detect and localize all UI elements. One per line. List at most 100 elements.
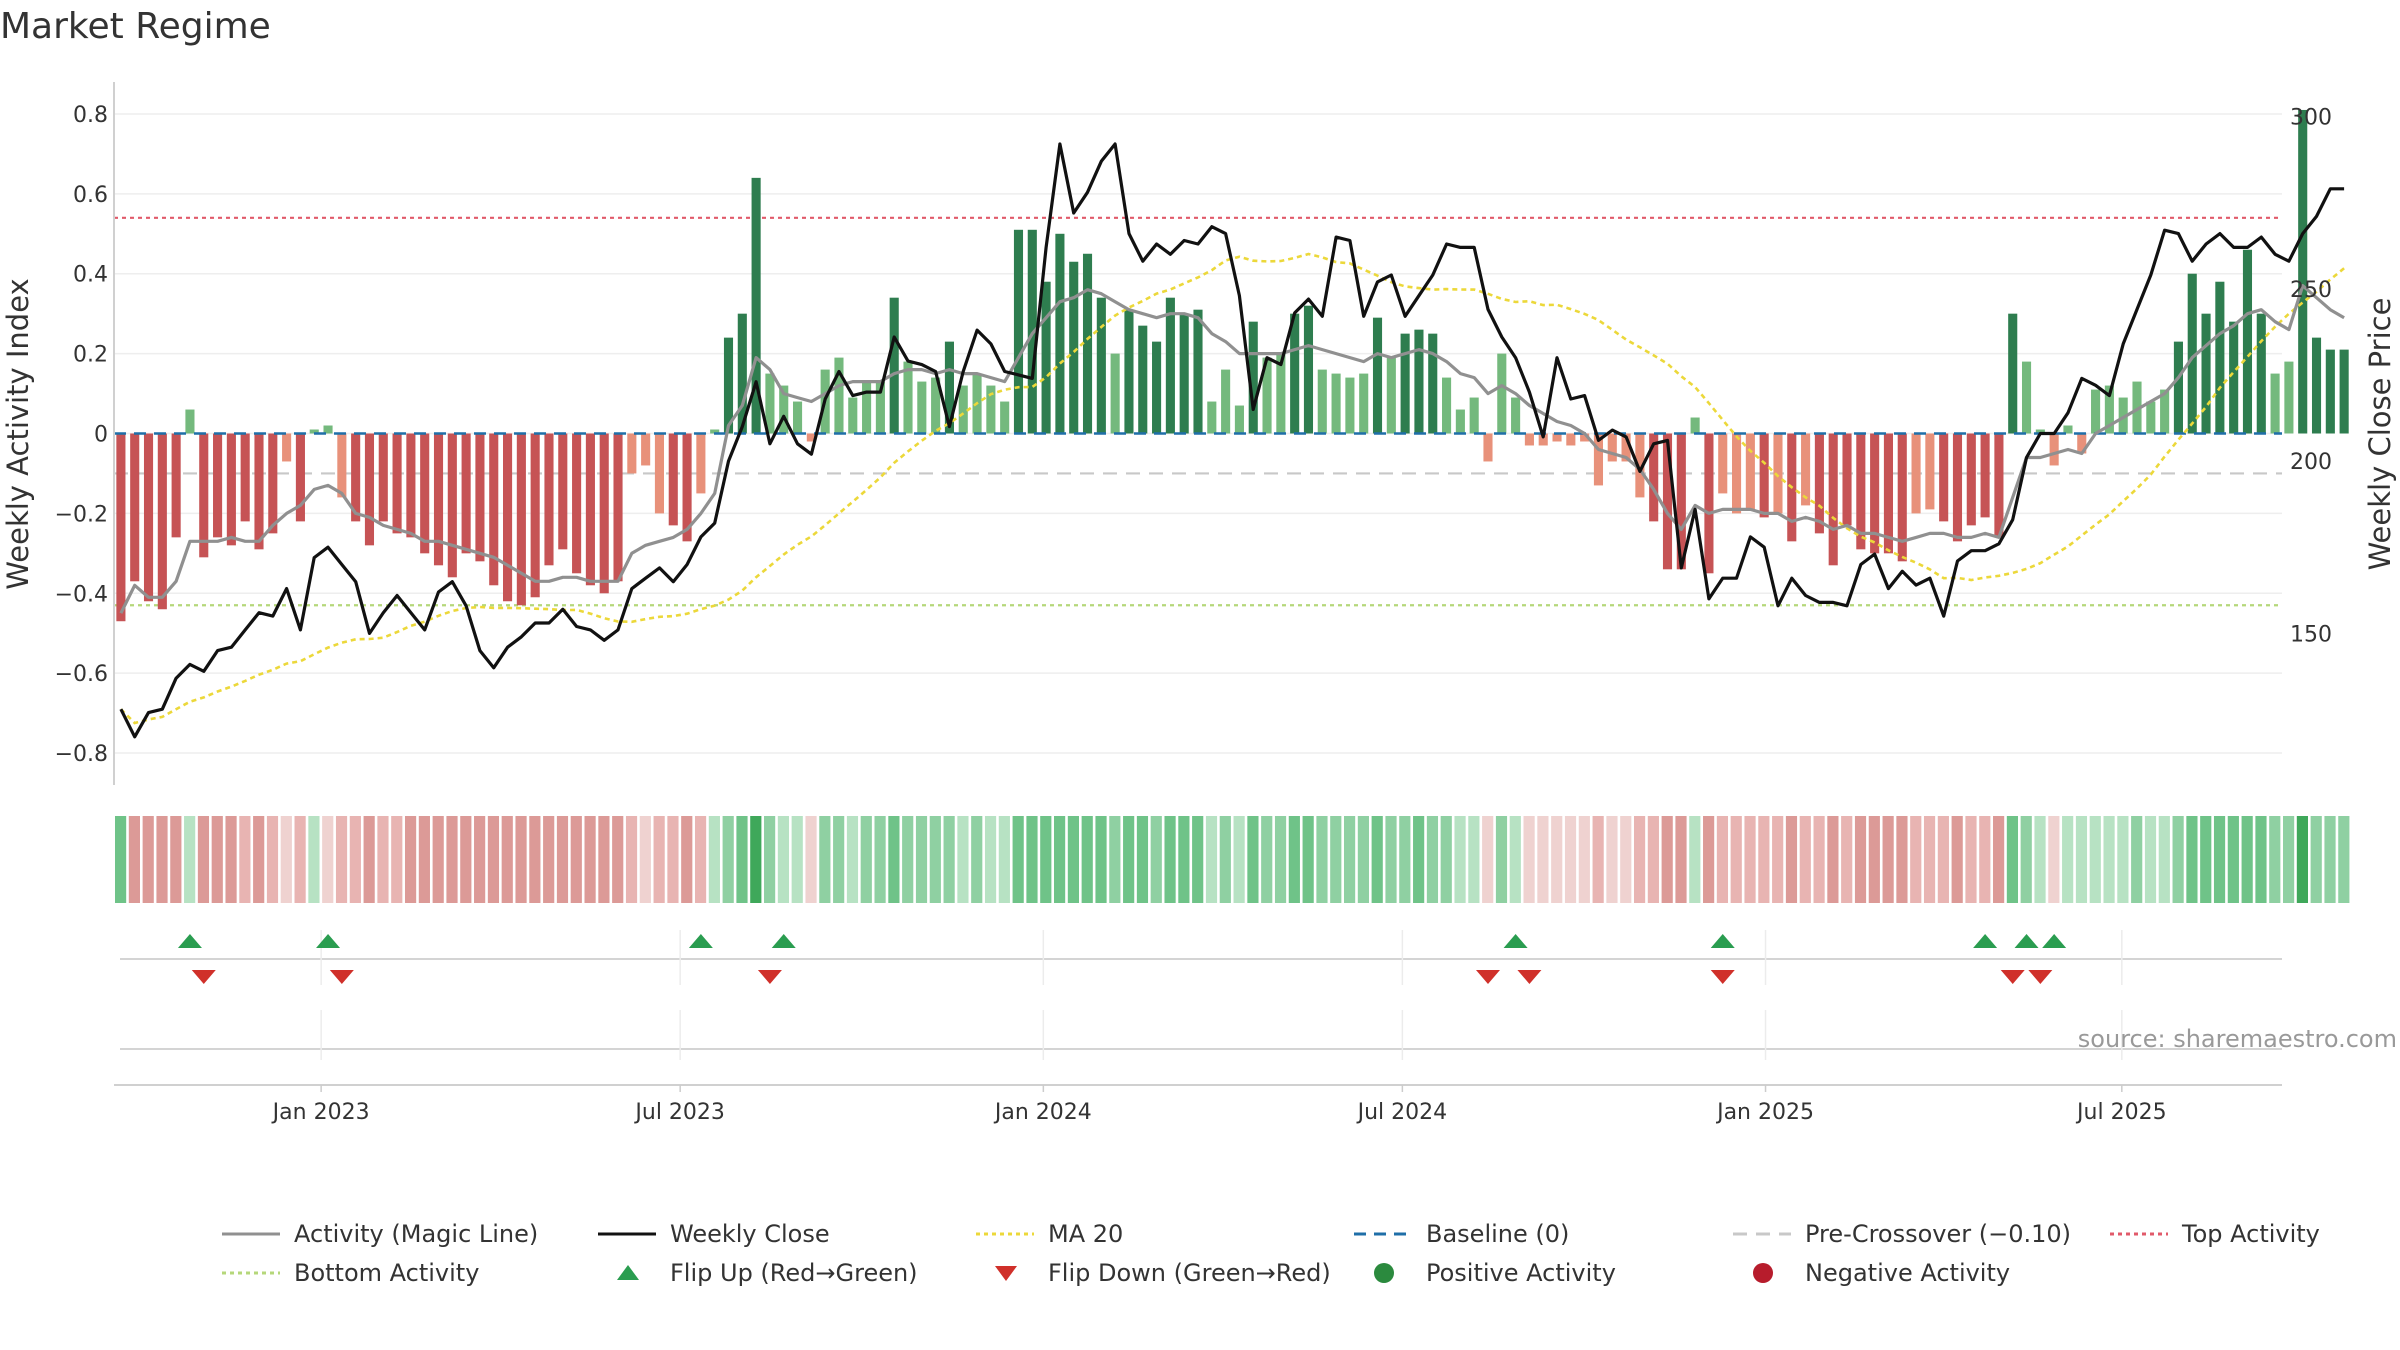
activity-bar <box>378 433 388 522</box>
activity-bar <box>1469 397 1479 434</box>
activity-bar <box>654 433 665 514</box>
regime-cell <box>1564 816 1577 903</box>
flip-down-marker <box>1710 970 1735 984</box>
regime-cell <box>1026 816 1038 903</box>
regime-cell <box>2075 816 2088 903</box>
flip-up-marker <box>1503 934 1528 948</box>
activity-bar <box>862 381 872 434</box>
regime-cell <box>570 816 582 903</box>
regime-cell <box>2241 816 2253 903</box>
regime-cell <box>1868 816 1880 903</box>
regime-cell <box>2034 816 2046 903</box>
regime-cell <box>253 816 265 903</box>
series-lines <box>119 142 2345 739</box>
flip-up-marker <box>1973 934 1998 948</box>
flip-up-marker <box>2042 934 2067 948</box>
regime-cell <box>1841 816 1853 903</box>
reference-lines <box>114 216 2282 607</box>
flip-down-marker <box>1517 970 1542 984</box>
activity-bar <box>2173 341 2183 434</box>
right-tick-label: 150 <box>2290 622 2332 647</box>
activity-bar <box>1069 261 1079 434</box>
regime-cell <box>902 816 914 903</box>
regime-cell <box>322 816 334 903</box>
left-y-ticks: 0.8 0.6 0.4 0.2 0 −0.2 −0.4 −0.6 −0.8 <box>55 103 108 767</box>
regime-cell <box>1178 816 1190 903</box>
regime-cell <box>1413 816 1425 903</box>
regime-cell <box>1316 816 1328 903</box>
activity-bar <box>1704 433 1714 574</box>
regime-cell <box>1758 816 1770 903</box>
regime-cell <box>377 816 389 903</box>
activity-bar <box>1621 433 1631 462</box>
activity-bar <box>1262 357 1272 434</box>
regime-cell <box>1606 816 1618 903</box>
legend-label: Pre-Crossover (−0.10) <box>1805 1220 2071 1248</box>
activity-bar <box>1593 433 1604 486</box>
regime-cell <box>1537 816 1549 903</box>
activity-bar <box>2201 313 2211 434</box>
activity-bar <box>2242 249 2253 434</box>
regime-cell <box>1233 816 1245 903</box>
activity-bar <box>503 433 513 602</box>
regime-cell <box>1482 816 1494 903</box>
regime-cell <box>2213 816 2226 903</box>
activity-bar <box>779 385 789 434</box>
regime-cell <box>708 816 720 903</box>
activity-bar <box>1856 433 1866 550</box>
activity-bar <box>1193 309 1203 434</box>
activity-bar <box>1676 433 1686 570</box>
activity-bar <box>2325 349 2335 434</box>
activity-bar <box>1607 433 1617 462</box>
activity-bar <box>489 433 499 586</box>
activity-bar <box>1276 353 1286 434</box>
activity-bar <box>475 433 485 562</box>
regime-cell <box>639 816 651 903</box>
regime-cell <box>1205 816 1218 903</box>
regime-cell <box>197 816 210 903</box>
regime-cell <box>280 816 292 903</box>
activity-bar <box>1096 297 1106 434</box>
right-y-ticks: 300 250 200 150 <box>2290 105 2332 647</box>
activity-bar <box>406 433 416 538</box>
activity-bar <box>1455 409 1465 434</box>
activity-bar <box>806 433 816 442</box>
regime-cell <box>612 816 624 903</box>
activity-bar <box>516 433 526 606</box>
left-tick-label: 0.8 <box>73 103 108 128</box>
activity-bar <box>1013 229 1024 434</box>
activity-bar <box>1317 369 1327 434</box>
activity-bar <box>572 433 582 574</box>
activity-bar <box>433 433 444 566</box>
activity-bar <box>1234 405 1244 434</box>
activity-bar <box>254 433 264 550</box>
regime-cell <box>128 816 140 903</box>
activity-bar <box>1303 305 1314 434</box>
activity-bar <box>1442 377 1452 434</box>
regime-cell <box>1261 816 1273 903</box>
activity-bar <box>282 433 292 462</box>
regime-cell <box>1661 816 1673 903</box>
activity-bar <box>1359 373 1369 434</box>
activity-bar <box>1082 253 1093 434</box>
legend-label: Flip Up (Red→Green) <box>670 1259 918 1287</box>
regime-cell <box>1343 816 1356 903</box>
regime-cell <box>1703 816 1715 903</box>
regime-cell <box>446 816 458 903</box>
regime-cell <box>556 816 569 903</box>
activity-bar <box>2132 381 2142 434</box>
activity-bar <box>2021 361 2032 434</box>
regime-cell <box>764 816 776 903</box>
activity-bar <box>1538 433 1548 446</box>
legend-label: Baseline (0) <box>1426 1220 1569 1248</box>
activity-bar <box>2118 397 2128 434</box>
legend-label: Flip Down (Green→Red) <box>1048 1259 1331 1287</box>
activity-bar <box>668 433 678 526</box>
activity-bar <box>737 313 747 434</box>
regime-cell <box>266 816 279 903</box>
activity-bar <box>1773 433 1783 514</box>
regime-cell <box>115 816 127 903</box>
activity-bar <box>889 297 899 434</box>
regime-cell <box>2006 816 2019 903</box>
activity-bar <box>351 433 361 522</box>
